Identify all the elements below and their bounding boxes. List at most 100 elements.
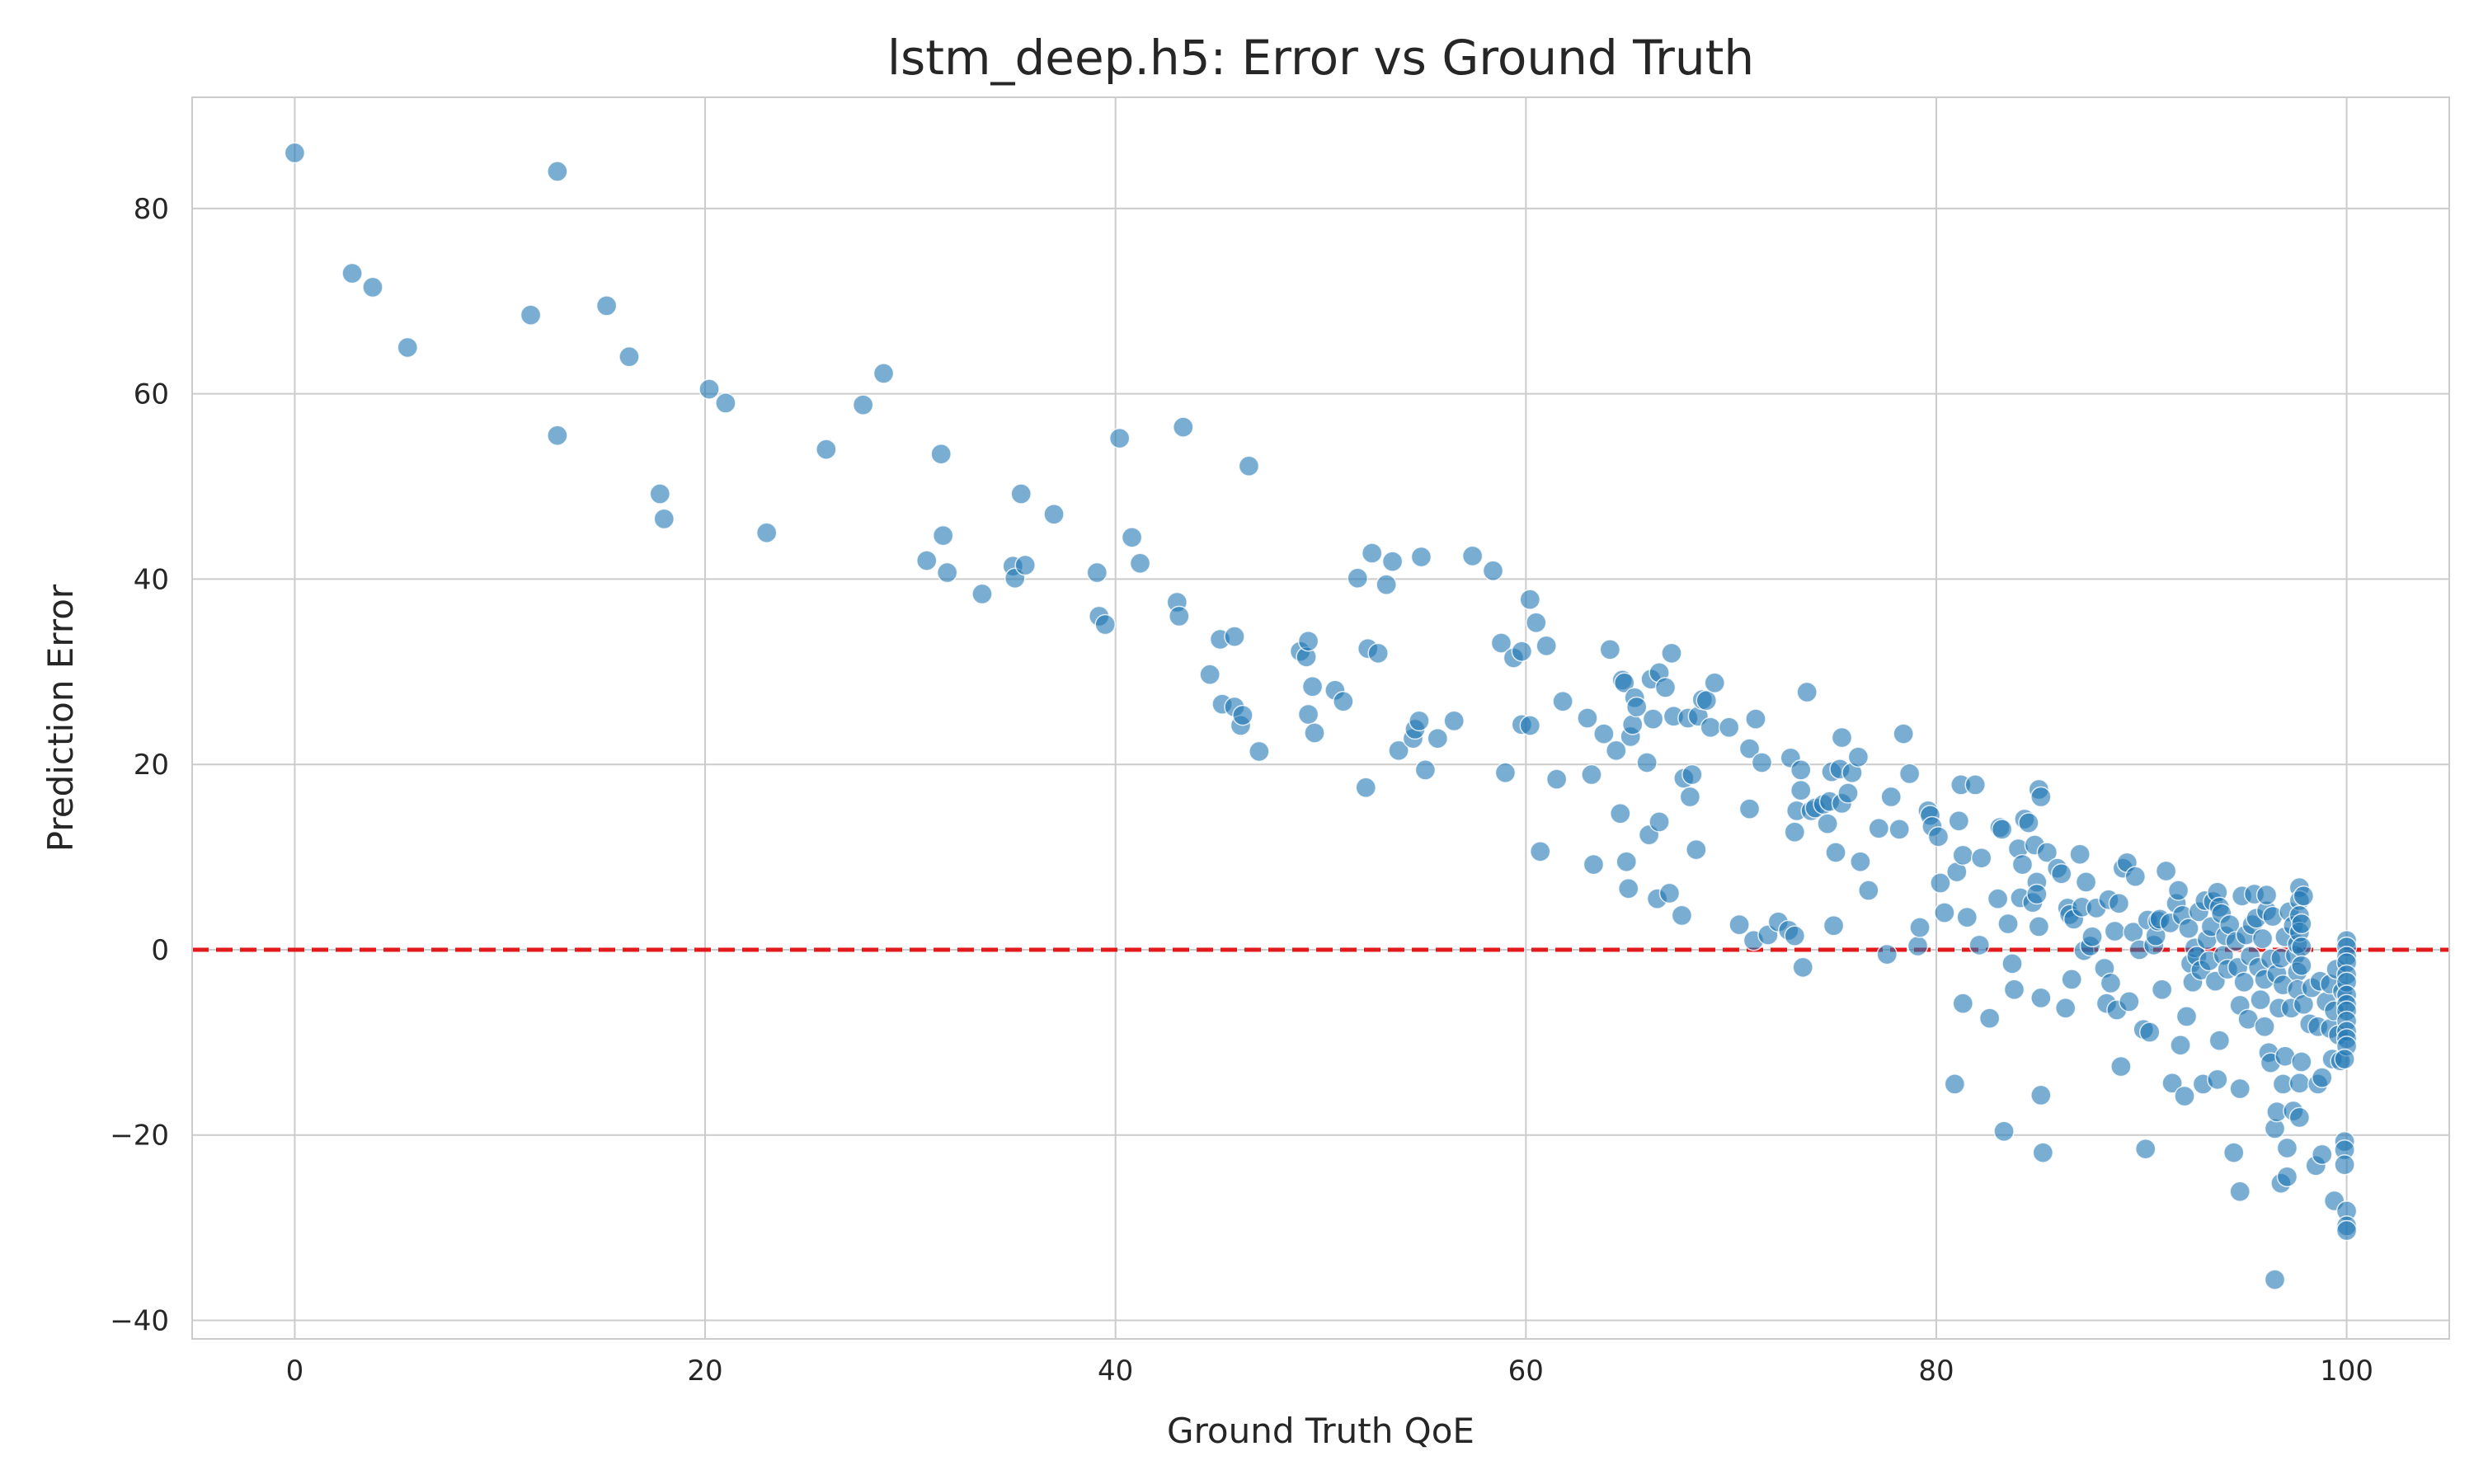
data-point xyxy=(2032,1142,2054,1163)
data-point xyxy=(1169,605,1190,627)
data-point xyxy=(2011,853,2034,876)
data-point xyxy=(2174,1085,2195,1107)
data-point xyxy=(1968,934,1990,956)
data-point xyxy=(1847,746,1870,768)
data-point xyxy=(1625,696,1648,718)
data-point xyxy=(2255,884,2278,906)
data-point xyxy=(2124,866,2147,887)
data-point xyxy=(2026,883,2048,905)
data-point xyxy=(2170,1034,2191,1056)
data-point xyxy=(618,345,640,368)
data-point xyxy=(1825,842,1846,863)
data-point xyxy=(2208,1030,2231,1051)
data-point xyxy=(2233,971,2255,993)
data-point xyxy=(1249,740,1270,763)
data-point xyxy=(2054,998,2077,1019)
data-point xyxy=(397,336,419,359)
data-point xyxy=(2264,1269,2286,1290)
data-point xyxy=(1948,810,1970,832)
x-tick-label: 40 xyxy=(1098,1355,1133,1388)
y-tick-label: 20 xyxy=(134,749,169,782)
data-point xyxy=(971,583,993,605)
data-point xyxy=(1410,546,1432,568)
data-point xyxy=(1831,726,1853,749)
data-point xyxy=(1121,527,1143,548)
data-point xyxy=(1414,759,1437,781)
data-points xyxy=(284,142,2358,1290)
data-point xyxy=(2254,1016,2275,1038)
data-point xyxy=(1790,779,1812,801)
data-point xyxy=(1355,777,1376,799)
data-point xyxy=(1898,763,1921,785)
x-tick-labels: 0 20 40 60 80 100 xyxy=(286,1355,2373,1388)
data-point xyxy=(1461,545,1484,567)
data-point xyxy=(2061,969,2082,990)
data-point xyxy=(2003,979,2025,1001)
data-point xyxy=(872,363,895,384)
y-tick-label: 40 xyxy=(134,563,169,596)
data-point xyxy=(1361,542,1383,564)
data-point xyxy=(1043,503,1065,525)
data-point xyxy=(936,561,958,584)
data-point xyxy=(1745,708,1766,730)
data-point xyxy=(2100,972,2122,994)
data-point xyxy=(362,276,383,298)
x-tick-label: 0 xyxy=(286,1355,304,1388)
data-point xyxy=(1784,925,1806,946)
data-point xyxy=(1173,416,1194,438)
data-point xyxy=(1536,635,1557,657)
data-point xyxy=(1944,1073,1966,1095)
data-point xyxy=(1686,838,1707,861)
y-tick-label: 60 xyxy=(134,378,169,411)
data-point xyxy=(2222,1142,2245,1163)
data-point xyxy=(1617,878,1639,899)
x-tick-label: 100 xyxy=(2320,1355,2373,1388)
data-point xyxy=(932,524,954,547)
data-point xyxy=(1679,786,1701,808)
data-point xyxy=(520,304,542,326)
data-point xyxy=(1494,762,1517,784)
data-point xyxy=(1718,716,1740,738)
data-point xyxy=(1696,689,1718,711)
data-point xyxy=(1649,811,1670,833)
data-point xyxy=(2018,812,2039,834)
data-point xyxy=(816,439,837,460)
data-point xyxy=(1751,752,1773,773)
data-point xyxy=(1367,642,1389,665)
x-tick-label: 80 xyxy=(1918,1355,1954,1388)
plot-frame xyxy=(191,96,2450,1340)
data-point xyxy=(1907,935,1929,957)
data-point xyxy=(2119,991,2140,1012)
data-point xyxy=(1893,723,1914,744)
data-point xyxy=(1681,763,1703,786)
data-point xyxy=(1876,943,1898,965)
data-point xyxy=(1987,888,2009,909)
data-point xyxy=(1482,560,1504,582)
data-point xyxy=(755,522,778,543)
y-axis-label: Prediction Error xyxy=(40,584,81,852)
data-point xyxy=(2069,843,2091,865)
data-point xyxy=(2251,928,2274,950)
data-point xyxy=(1993,1120,2015,1143)
data-point xyxy=(2028,916,2050,937)
data-point xyxy=(1704,672,1725,694)
data-point xyxy=(1545,768,1568,790)
data-point xyxy=(1654,677,1677,698)
data-point xyxy=(2050,863,2072,885)
data-point xyxy=(1616,851,1637,872)
x-axis-label: Ground Truth QoE xyxy=(1167,1411,1475,1451)
data-point xyxy=(1333,691,1354,712)
data-point xyxy=(1858,880,1879,901)
data-point xyxy=(341,262,363,284)
data-point xyxy=(2291,936,2312,958)
data-point xyxy=(1817,813,1838,834)
data-point xyxy=(1010,483,1032,505)
data-point xyxy=(2030,786,2052,808)
data-point xyxy=(2335,1219,2358,1242)
data-point xyxy=(1519,589,1541,610)
data-point xyxy=(2030,1084,2052,1106)
data-point xyxy=(1577,707,1598,729)
data-point xyxy=(1738,738,1761,759)
